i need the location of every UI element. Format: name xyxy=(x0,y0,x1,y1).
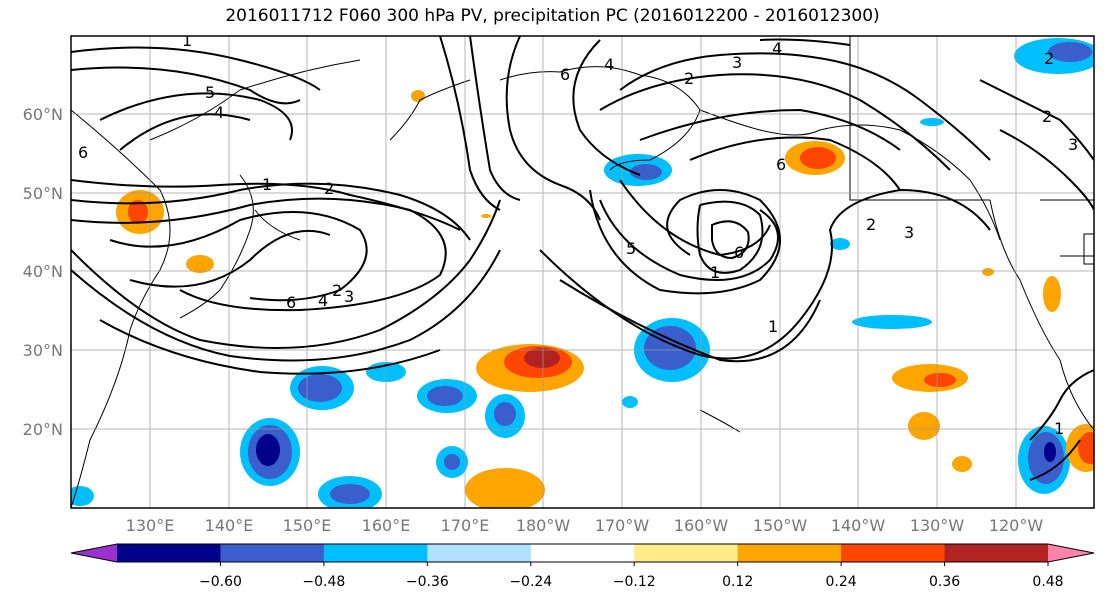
colorbar-tick-label: 0.12 xyxy=(722,574,753,590)
lat-label: 40°N xyxy=(23,262,63,281)
contour-label: 2 xyxy=(1042,107,1052,126)
contour-label: 1 xyxy=(262,175,272,194)
contour-label: 1 xyxy=(1054,419,1064,438)
contour-label: 2 xyxy=(684,69,694,88)
contour-label: 1 xyxy=(710,263,720,282)
contour-label: 6 xyxy=(560,65,570,84)
pos-anomaly-7 xyxy=(1066,424,1094,472)
neg-anomaly-12 xyxy=(71,118,944,506)
map-title: 2016011712 F060 300 hPa PV, precipitatio… xyxy=(225,6,880,26)
lon-axis: 130°E 140°E 150°E 160°E 170°E 180°W 170°… xyxy=(126,516,1044,535)
contour-label: 4 xyxy=(318,291,328,310)
pos-anomaly-4 xyxy=(892,364,968,392)
contour-label: 6 xyxy=(286,293,296,312)
contour-label: 5 xyxy=(205,83,215,102)
contour-label: 3 xyxy=(344,287,354,306)
lon-label: 130°E xyxy=(126,516,175,535)
contour-label: 3 xyxy=(1068,135,1078,154)
colorbar-tick-label: −0.36 xyxy=(406,574,449,590)
pos-anomaly-1 xyxy=(476,344,584,392)
colorbar-segment xyxy=(634,544,739,562)
neg-anomaly-4 xyxy=(485,394,525,438)
contour-label: 1 xyxy=(182,31,192,50)
colorbar-segment xyxy=(117,544,221,562)
lon-label: 140°W xyxy=(831,516,886,535)
contour-label: 6 xyxy=(776,155,786,174)
contour-label: 3 xyxy=(904,223,914,242)
neg-anomaly-3 xyxy=(417,379,477,413)
lon-label: 160°W xyxy=(674,516,729,535)
neg-anomaly-1 xyxy=(240,418,300,486)
neg-anomaly-7 xyxy=(318,476,382,508)
contour-label: 6 xyxy=(78,143,88,162)
lat-label: 50°N xyxy=(23,184,63,203)
contour-label: 2 xyxy=(1044,49,1054,68)
lon-label: 160°E xyxy=(362,516,411,535)
colorbar-segment xyxy=(530,544,635,562)
colorbar-tick-label: 0.36 xyxy=(929,574,960,590)
neg-anomaly-10 xyxy=(1018,426,1070,494)
colorbar-tick-label: −0.48 xyxy=(302,574,345,590)
neg-anomaly-6 xyxy=(436,446,468,478)
lon-label: 150°E xyxy=(283,516,332,535)
contour-label: 2 xyxy=(866,215,876,234)
contour-label: 4 xyxy=(604,55,614,74)
lat-axis: 60°N 50°N 40°N 30°N 20°N xyxy=(23,105,63,439)
colorbar: −0.60 −0.48 −0.36 −0.24 −0.12 0.12 0.24 0.36 0.4… xyxy=(70,543,1095,590)
coastlines xyxy=(71,36,1094,508)
colorbar-segment xyxy=(220,544,325,562)
contour-label: 3 xyxy=(732,53,742,72)
contour-label: 6 xyxy=(734,243,744,262)
neg-anomaly-2 xyxy=(290,366,354,410)
neg-anomaly-9 xyxy=(604,154,672,186)
colorbar-tick-label: −0.12 xyxy=(613,574,656,590)
contour-label: 4 xyxy=(772,39,782,58)
lon-label: 180°W xyxy=(516,516,571,535)
colorbar-extend-high xyxy=(1048,544,1094,562)
colorbar-tick-label: −0.24 xyxy=(509,574,552,590)
lat-label: 60°N xyxy=(23,105,63,124)
colorbar-tick-label: 0.24 xyxy=(826,574,857,590)
graticule xyxy=(71,36,1094,508)
contour-label: 2 xyxy=(332,281,342,300)
contour-label: 4 xyxy=(214,103,224,122)
colorbar-segment xyxy=(841,544,946,562)
lat-label: 20°N xyxy=(23,420,63,439)
colorbar-tick-label: 0.48 xyxy=(1032,574,1063,590)
pv-contours xyxy=(71,36,1094,481)
colorbar-extend-low xyxy=(71,544,117,562)
pos-anomaly-6 xyxy=(186,90,1061,472)
colorbar-outline xyxy=(70,543,1095,563)
contour-labels: 4 3 5 4 6 1 2 6 4 2 3 5 1 6 2 3 1 6 2 3 … xyxy=(78,31,1078,438)
lon-label: 150°W xyxy=(753,516,808,535)
lon-label: 170°E xyxy=(441,516,490,535)
pos-anomaly-5 xyxy=(465,468,545,508)
neg-anomaly-11 xyxy=(1014,38,1094,74)
pos-anomaly-2 xyxy=(116,190,164,234)
pos-anomaly-3 xyxy=(785,141,845,175)
lon-label: 170°W xyxy=(595,516,650,535)
lon-label: 120°W xyxy=(989,516,1044,535)
contour-label: 1 xyxy=(768,317,778,336)
lon-label: 130°W xyxy=(910,516,965,535)
colorbar-segment xyxy=(737,544,842,562)
lon-label: 140°E xyxy=(205,516,254,535)
colorbar-segment xyxy=(944,544,1049,562)
lat-label: 30°N xyxy=(23,341,63,360)
map-frame xyxy=(70,35,1095,509)
colorbar-tick-label: −0.60 xyxy=(199,574,242,590)
precip-shading xyxy=(71,38,1094,508)
colorbar-segment xyxy=(323,544,428,562)
contour-label: 5 xyxy=(626,239,636,258)
colorbar-segment xyxy=(427,544,532,562)
map-frame-bg xyxy=(71,36,1094,508)
contour-label: 2 xyxy=(324,179,334,198)
